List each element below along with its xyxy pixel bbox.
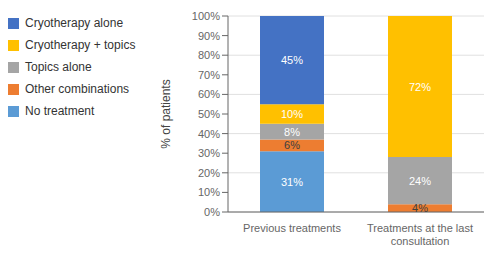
svg-text:31%: 31% xyxy=(281,176,303,188)
svg-text:40%: 40% xyxy=(198,128,220,140)
svg-text:45%: 45% xyxy=(281,54,303,66)
svg-text:60%: 60% xyxy=(198,88,220,100)
svg-text:50%: 50% xyxy=(198,108,220,120)
svg-text:100%: 100% xyxy=(192,10,220,22)
html-text:No treatment: No treatment xyxy=(25,104,95,118)
svg-text:24%: 24% xyxy=(409,175,431,187)
svg-text:80%: 80% xyxy=(198,49,220,61)
svg-text:70%: 70% xyxy=(198,69,220,81)
svg-text:10%: 10% xyxy=(281,108,303,120)
svg-text:Treatments at the lastconsulta: Treatments at the lastconsultation xyxy=(367,222,473,247)
svg-text:4%: 4% xyxy=(412,202,428,214)
svg-text:90%: 90% xyxy=(198,30,220,42)
html-text:Cryotherapy + topics: Cryotherapy + topics xyxy=(25,38,136,52)
svg-text:Previous treatments: Previous treatments xyxy=(243,222,341,234)
svg-text:72%: 72% xyxy=(409,81,431,93)
html-text:Other combinations: Other combinations xyxy=(25,82,130,96)
svg-text:8%: 8% xyxy=(284,126,300,138)
svg-text:10%: 10% xyxy=(198,186,220,198)
svg-text:30%: 30% xyxy=(198,147,220,159)
svg-text:0%: 0% xyxy=(204,206,220,218)
html-text:Topics alone: Topics alone xyxy=(25,60,92,74)
svg-text:% of patients: % of patients xyxy=(159,79,173,148)
html-text:Cryotherapy alone: Cryotherapy alone xyxy=(25,16,124,30)
svg-text:20%: 20% xyxy=(198,167,220,179)
svg-text:6%: 6% xyxy=(284,139,300,151)
